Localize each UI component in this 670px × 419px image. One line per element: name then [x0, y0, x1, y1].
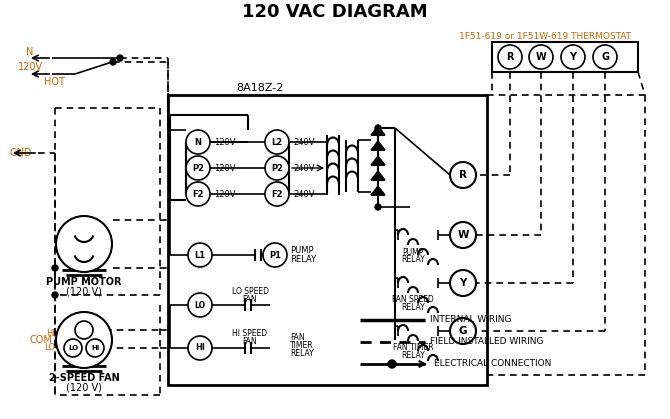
Text: G: G: [601, 52, 609, 62]
Bar: [168, 95, 487, 385]
Text: RELAY: RELAY: [290, 256, 316, 264]
Circle shape: [450, 318, 476, 344]
Text: (120 V): (120 V): [66, 286, 102, 296]
Circle shape: [56, 312, 112, 368]
Text: Y: Y: [460, 278, 467, 288]
Circle shape: [265, 182, 289, 206]
Circle shape: [498, 45, 522, 69]
Circle shape: [188, 243, 212, 267]
Circle shape: [52, 292, 58, 298]
Circle shape: [375, 204, 381, 210]
Text: LO SPEED: LO SPEED: [232, 287, 269, 295]
Text: 240V: 240V: [293, 137, 314, 147]
Text: FAN: FAN: [243, 337, 257, 347]
Circle shape: [265, 156, 289, 180]
Polygon shape: [371, 126, 385, 135]
Polygon shape: [371, 141, 385, 150]
Text: N: N: [194, 137, 202, 147]
Polygon shape: [371, 171, 385, 180]
Text: LO: LO: [194, 300, 206, 310]
Circle shape: [188, 293, 212, 317]
Text: W: W: [535, 52, 546, 62]
Text: GND: GND: [10, 148, 33, 158]
Text: HI: HI: [46, 328, 55, 337]
Polygon shape: [371, 156, 385, 165]
Circle shape: [450, 270, 476, 296]
Circle shape: [86, 339, 104, 357]
Text: 2-SPEED FAN: 2-SPEED FAN: [49, 373, 119, 383]
Text: LO: LO: [68, 345, 78, 351]
Circle shape: [188, 336, 212, 360]
Text: F2: F2: [271, 189, 283, 199]
Text: 120V: 120V: [18, 62, 43, 72]
Text: 240V: 240V: [293, 189, 314, 199]
Text: RELAY: RELAY: [290, 349, 314, 359]
Text: 8A18Z-2: 8A18Z-2: [237, 83, 283, 93]
Text: FAN: FAN: [290, 334, 305, 342]
Circle shape: [561, 45, 585, 69]
Circle shape: [56, 216, 112, 272]
Text: FAN SPEED: FAN SPEED: [392, 295, 434, 305]
Text: FAN: FAN: [243, 295, 257, 303]
Circle shape: [117, 55, 123, 61]
Text: W: W: [457, 230, 469, 240]
Text: P1: P1: [269, 251, 281, 259]
Text: HOT: HOT: [44, 77, 65, 87]
Text: HI: HI: [195, 344, 205, 352]
Circle shape: [375, 125, 381, 131]
Text: PUMP MOTOR: PUMP MOTOR: [46, 277, 122, 287]
Text: 120V: 120V: [214, 137, 235, 147]
Circle shape: [263, 243, 287, 267]
Polygon shape: [371, 186, 385, 195]
Text: INTERNAL WIRING: INTERNAL WIRING: [430, 316, 511, 324]
Text: RELAY: RELAY: [401, 352, 425, 360]
Text: 240V: 240V: [293, 163, 314, 173]
Circle shape: [450, 162, 476, 188]
Text: PUMP: PUMP: [290, 246, 314, 254]
Circle shape: [186, 182, 210, 206]
Circle shape: [75, 321, 93, 339]
Bar: [492, 42, 638, 72]
Circle shape: [529, 45, 553, 69]
Text: L2: L2: [271, 137, 283, 147]
Text: N: N: [26, 47, 34, 57]
Text: F2: F2: [192, 189, 204, 199]
Text: RELAY: RELAY: [401, 303, 425, 313]
Text: 120 VAC DIAGRAM: 120 VAC DIAGRAM: [242, 3, 428, 21]
Text: P2: P2: [271, 163, 283, 173]
Text: 1F51-619 or 1F51W-619 THERMOSTAT: 1F51-619 or 1F51W-619 THERMOSTAT: [459, 31, 631, 41]
Circle shape: [52, 265, 58, 271]
Text: HI: HI: [91, 345, 99, 351]
Circle shape: [593, 45, 617, 69]
Text: G: G: [459, 326, 467, 336]
Text: 120V: 120V: [214, 189, 235, 199]
Text: PUMP: PUMP: [402, 248, 423, 256]
Text: 120V: 120V: [214, 163, 235, 173]
Text: HI SPEED: HI SPEED: [232, 329, 267, 339]
Text: FIELD INSTALLED WIRING: FIELD INSTALLED WIRING: [430, 337, 543, 347]
Circle shape: [186, 130, 210, 154]
Circle shape: [388, 360, 396, 368]
Text: LO: LO: [44, 344, 55, 352]
Text: R: R: [507, 52, 514, 62]
Text: FAN TIMER: FAN TIMER: [393, 344, 433, 352]
Text: Y: Y: [570, 52, 576, 62]
Text: R: R: [459, 170, 467, 180]
Circle shape: [450, 222, 476, 248]
Text: ELECTRICAL CONNECTION: ELECTRICAL CONNECTION: [434, 360, 551, 368]
Text: RELAY: RELAY: [401, 256, 425, 264]
Text: L1: L1: [194, 251, 206, 259]
Circle shape: [110, 59, 116, 65]
Text: TIMER: TIMER: [290, 341, 314, 351]
Circle shape: [265, 130, 289, 154]
Text: (120 V): (120 V): [66, 383, 102, 393]
Circle shape: [64, 339, 82, 357]
Text: COM: COM: [30, 335, 53, 345]
Circle shape: [186, 156, 210, 180]
Text: P2: P2: [192, 163, 204, 173]
